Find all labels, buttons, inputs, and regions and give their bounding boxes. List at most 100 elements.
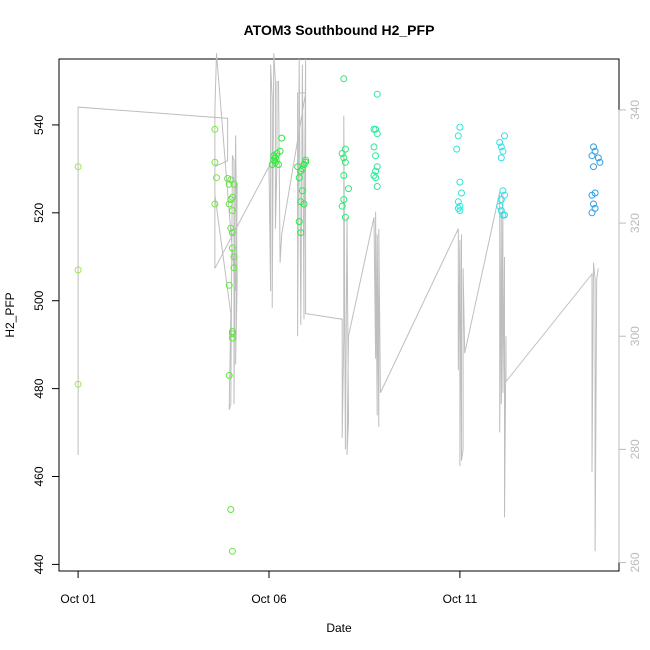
data-point: [275, 161, 282, 168]
data-point: [373, 130, 381, 138]
secondary-series-line: [77, 53, 599, 552]
chart-title: ATOM3 Southbound H2_PFP: [244, 22, 435, 38]
data-point: [276, 147, 284, 155]
data-point: [300, 200, 308, 208]
data-point: [225, 371, 233, 379]
data-point: [341, 158, 349, 166]
data-point: [454, 132, 462, 140]
data-point: [499, 147, 507, 155]
data-point: [370, 143, 378, 151]
data-point: [373, 163, 381, 171]
data-point: [228, 330, 236, 338]
data-point: [74, 163, 82, 171]
data-point: [496, 139, 504, 146]
data-point: [228, 334, 236, 342]
y-axis: 440 460 480 500 520 540: [32, 115, 60, 574]
data-point: [225, 180, 233, 188]
data-point: [590, 163, 597, 171]
data-point: [373, 183, 381, 190]
data-point: [278, 134, 286, 142]
data-point: [228, 328, 236, 335]
data-point: [340, 75, 348, 83]
data-point: [295, 174, 303, 182]
data-point: [456, 207, 464, 215]
data-point: [340, 196, 348, 204]
data-point: [453, 145, 461, 153]
data-point: [588, 191, 596, 199]
data-point: [372, 167, 380, 175]
data-point: [227, 196, 235, 204]
data-point: [501, 132, 508, 140]
data-point: [230, 253, 238, 261]
data-point: [594, 154, 602, 162]
data-point: [228, 229, 236, 237]
data-point: [370, 172, 378, 179]
x-axis-title: Date: [326, 621, 352, 635]
data-point: [297, 167, 305, 175]
secondary-line-layer: [77, 53, 599, 552]
data-point: [345, 185, 352, 193]
y2-tick-label: 340: [628, 100, 642, 120]
y2-tick-label: 260: [628, 552, 642, 572]
data-point: [228, 193, 236, 201]
data-point: [372, 174, 380, 182]
data-point: [338, 150, 346, 157]
data-point: [227, 506, 235, 513]
data-point: [298, 187, 306, 195]
x-tick-label: Oct 11: [443, 592, 478, 606]
data-point: [298, 165, 306, 173]
y2-tick-label: 280: [628, 439, 642, 459]
data-point: [373, 90, 381, 98]
data-point: [225, 281, 233, 289]
data-point: [456, 202, 464, 210]
data-point: [228, 244, 236, 252]
y-tick-label: 440: [32, 554, 46, 574]
data-point: [213, 174, 220, 182]
data-point: [225, 200, 233, 208]
data-point: [228, 207, 236, 215]
data-point: [372, 125, 380, 133]
data-point: [74, 266, 82, 274]
x-axis: Oct 01 Oct 06 Oct 11: [60, 570, 478, 606]
y-tick-label: 540: [32, 115, 46, 135]
y-tick-label: 460: [32, 466, 46, 486]
data-point: [340, 172, 348, 179]
y-tick-label: 500: [32, 290, 46, 310]
data-point: [211, 125, 219, 133]
y-tick-label: 520: [32, 202, 46, 222]
data-point: [302, 156, 310, 164]
data-point: [458, 189, 465, 197]
data-point: [211, 200, 219, 208]
y2-tick-label: 300: [628, 326, 642, 346]
data-point: [340, 154, 348, 162]
data-point: [596, 158, 604, 166]
data-point: [456, 123, 464, 131]
plot-frame: [58, 58, 620, 572]
data-point: [496, 202, 504, 210]
data-point: [211, 158, 219, 166]
data-point: [590, 143, 597, 151]
data-point: [74, 380, 82, 388]
data-point: [341, 213, 349, 221]
data-point: [501, 211, 508, 219]
x-tick-label: Oct 01: [60, 592, 96, 606]
data-point: [271, 154, 279, 162]
y2-axis: 260 280 300 320 340: [618, 100, 642, 573]
data-point: [497, 196, 505, 204]
data-point: [590, 200, 597, 208]
data-point: [230, 180, 238, 188]
y-tick-label: 480: [32, 378, 46, 398]
data-point: [454, 204, 462, 212]
x-tick-label: Oct 06: [251, 592, 287, 606]
data-point: [300, 161, 308, 168]
data-point: [338, 202, 346, 210]
data-point: [372, 152, 380, 160]
y2-tick-label: 320: [628, 213, 642, 233]
data-point: [497, 154, 505, 162]
data-point: [228, 547, 236, 555]
data-point: [499, 187, 507, 195]
data-point: [230, 264, 238, 272]
data-point: [227, 224, 235, 232]
data-point: [295, 218, 303, 226]
data-point: [297, 229, 305, 237]
